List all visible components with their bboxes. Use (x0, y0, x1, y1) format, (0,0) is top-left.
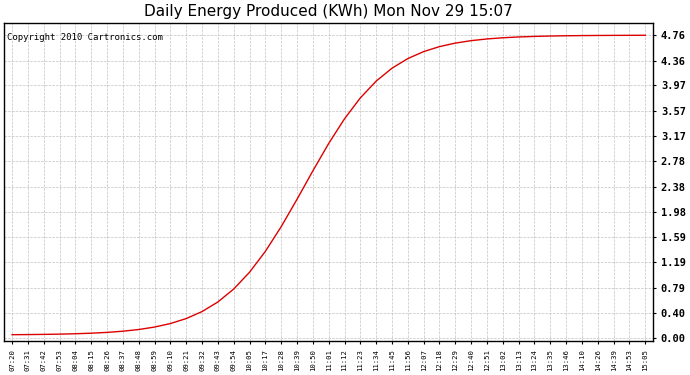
Text: Copyright 2010 Cartronics.com: Copyright 2010 Cartronics.com (8, 33, 164, 42)
Title: Daily Energy Produced (KWh) Mon Nov 29 15:07: Daily Energy Produced (KWh) Mon Nov 29 1… (144, 4, 513, 19)
